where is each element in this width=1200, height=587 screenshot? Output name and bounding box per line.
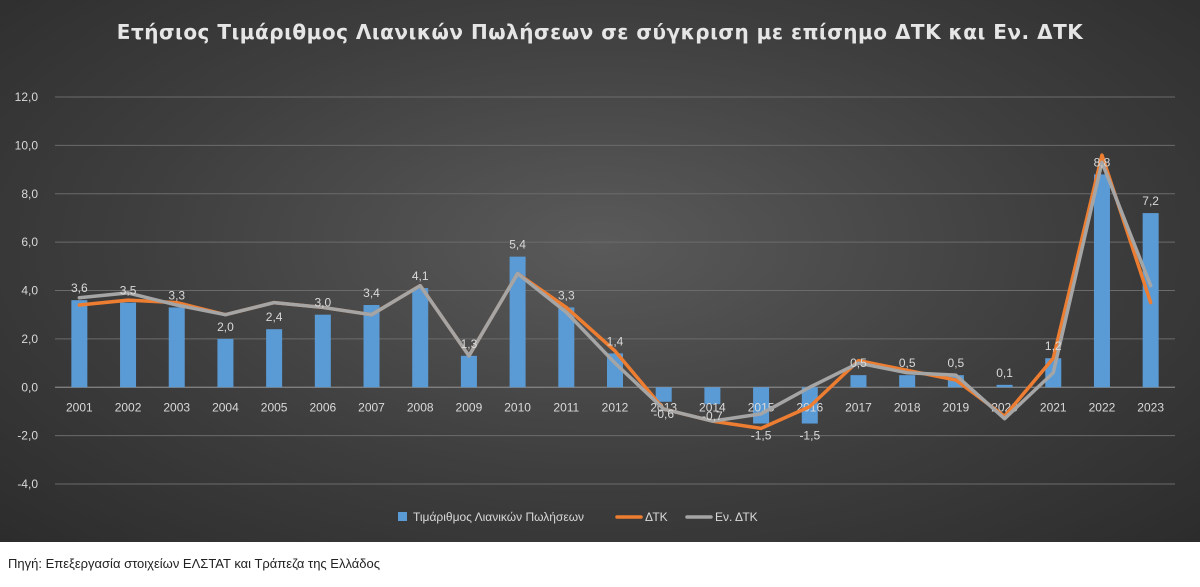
x-tick-label: 2019: [943, 400, 970, 414]
data-label: -0,6: [653, 407, 674, 421]
bar: [704, 387, 721, 405]
bar: [120, 302, 137, 388]
y-tick-label: -2,0: [17, 429, 38, 443]
bar: [607, 353, 623, 388]
data-label: 3,6: [71, 281, 88, 295]
x-tick-label: 2004: [212, 400, 239, 414]
bar: [71, 300, 88, 388]
bar: [899, 375, 916, 388]
bar: [314, 314, 331, 388]
data-label: 3,3: [168, 288, 185, 302]
chart-area: -4,0 -2,0 0,0 2,0 4,0 6,0 8,0 10,0 12,0 2001 2002 2…: [0, 0, 1200, 542]
y-tick-label: 6,0: [21, 235, 38, 249]
data-label: -1,5: [751, 429, 772, 443]
data-label: 2,4: [266, 310, 283, 324]
data-label: 0,5: [899, 356, 916, 370]
bar: [460, 355, 477, 388]
x-tick-label: 2012: [602, 400, 629, 414]
data-label: 7,2: [1142, 194, 1159, 208]
data-label: 5,4: [509, 238, 526, 252]
data-label: 8,8: [1094, 155, 1111, 169]
x-tick-label: 2008: [407, 400, 434, 414]
x-tick-label: 2017: [845, 400, 872, 414]
bar: [168, 307, 185, 388]
x-tick-label: 2001: [66, 400, 93, 414]
series-line: [77, 160, 1153, 423]
y-tick-label: -4,0: [17, 477, 38, 491]
data-label: -0,7: [702, 409, 723, 423]
bar: [850, 375, 867, 388]
x-tick-label: 2021: [1040, 400, 1067, 414]
data-label: -1,5: [799, 429, 820, 443]
x-tick-label: 2023: [1137, 400, 1164, 414]
legend-swatch: [398, 512, 407, 521]
bar: [509, 256, 526, 388]
y-tick-label: 12,0: [15, 90, 39, 104]
x-tick-label: 2007: [358, 400, 385, 414]
x-tick-label: 2009: [456, 400, 483, 414]
data-label: 0,5: [948, 356, 965, 370]
y-tick-label: 8,0: [21, 187, 38, 201]
bar: [266, 329, 283, 388]
source-note: Πηγή: Επεξεργασία στοιχείων ΕΛΣΤΑΤ και Τ…: [8, 556, 381, 571]
data-label: 3,3: [558, 288, 575, 302]
chart-svg: -4,0 -2,0 0,0 2,0 4,0 6,0 8,0 10,0 12,0 2001 2002 2…: [15, 90, 1175, 524]
legend-label: ΔΤΚ: [645, 510, 668, 524]
bar: [1093, 174, 1110, 388]
bar: [558, 307, 575, 388]
data-label: 2,0: [217, 320, 234, 334]
data-label: 4,1: [412, 269, 429, 283]
x-tick-label: 2011: [553, 400, 579, 414]
data-label: 3,4: [363, 286, 380, 300]
data-label: 1,2: [1045, 339, 1062, 353]
x-tick-label: 2005: [261, 400, 288, 414]
x-tick-label: 2022: [1089, 400, 1116, 414]
x-tick-label: 2002: [115, 400, 142, 414]
bar: [363, 305, 380, 388]
y-tick-label: 4,0: [21, 284, 38, 298]
data-label: 1,3: [461, 337, 478, 351]
y-tick-label: 2,0: [21, 332, 38, 346]
bar: [412, 288, 429, 388]
chart-title: Ετήσιος Τιμάριθμος Λιανικών Πωλήσεων σε …: [116, 20, 1084, 44]
data-label: 0,5: [850, 356, 867, 370]
y-tick-label: 10,0: [15, 138, 39, 152]
bar: [655, 387, 672, 402]
bar: [996, 384, 1013, 388]
data-label: 1,4: [607, 334, 624, 348]
legend-label: Εν. ΔΤΚ: [715, 510, 758, 524]
x-tick-label: 2010: [504, 400, 531, 414]
data-label: 3,0: [314, 296, 331, 310]
legend-label: Τιμάριθμος Λιανικών Πωλήσεων: [413, 510, 584, 524]
data-label: 3,5: [120, 284, 137, 298]
bar: [217, 338, 234, 388]
x-tick-label: 2018: [894, 400, 921, 414]
x-tick-label: 2006: [309, 400, 336, 414]
y-tick-label: 0,0: [21, 380, 38, 394]
data-label: 0,1: [996, 366, 1013, 380]
x-tick-label: 2014: [699, 400, 726, 414]
x-tick-label: 2003: [163, 400, 190, 414]
